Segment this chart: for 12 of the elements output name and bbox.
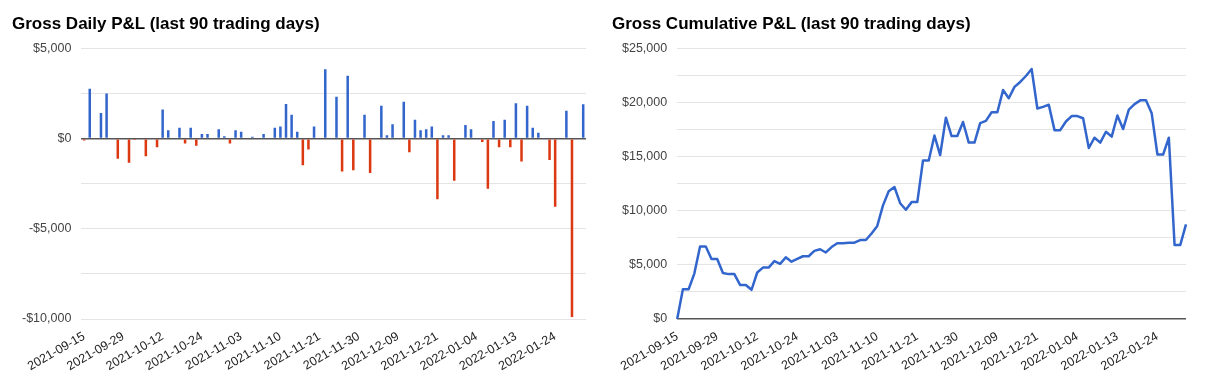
y-tick-label: $20,000	[622, 94, 668, 109]
y-tick-label: $0	[57, 131, 72, 146]
chart-title: Gross Daily P&L (last 90 trading days)	[12, 13, 320, 33]
y-tick-label: $10,000	[622, 203, 668, 218]
y-tick-label: -$5,000	[28, 221, 72, 236]
y-tick-label: $0	[653, 311, 668, 326]
y-tick-label: $15,000	[622, 149, 668, 164]
y-tick-label: $5,000	[33, 40, 72, 55]
y-tick-label: -$10,000	[21, 311, 72, 326]
y-tick-label: $25,000	[622, 40, 668, 55]
y-tick-label: $5,000	[628, 257, 668, 272]
chart-title: Gross Cumulative P&L (last 90 trading days)	[612, 13, 971, 33]
